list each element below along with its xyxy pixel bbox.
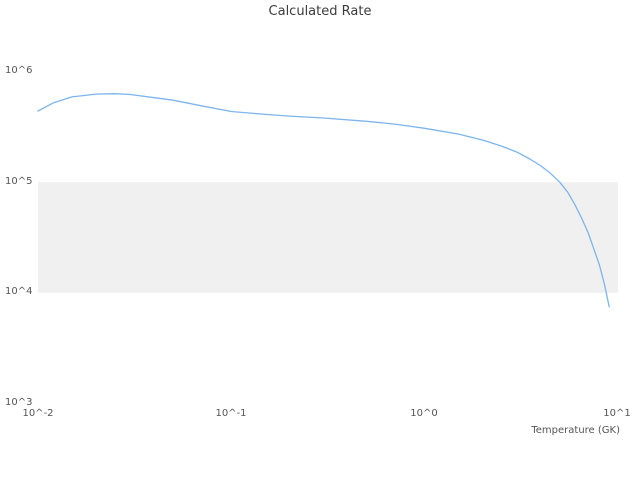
x-tick-label: 10^-1 [215, 408, 247, 419]
y-tick-label: 10^5 [5, 176, 33, 187]
x-axis-title: Temperature (GK) [531, 425, 620, 436]
x-tick-label: 10^-2 [22, 408, 54, 419]
series-line [37, 93, 610, 308]
y-tick-label: 10^3 [5, 397, 33, 408]
x-tick-label: 10^0 [410, 408, 438, 419]
x-tick-label: 10^1 [603, 408, 631, 419]
chart-title: Calculated Rate [268, 4, 372, 19]
y-tick-label: 10^4 [5, 286, 33, 297]
plot-band [38, 182, 618, 293]
y-tick-label: 10^6 [5, 65, 33, 76]
